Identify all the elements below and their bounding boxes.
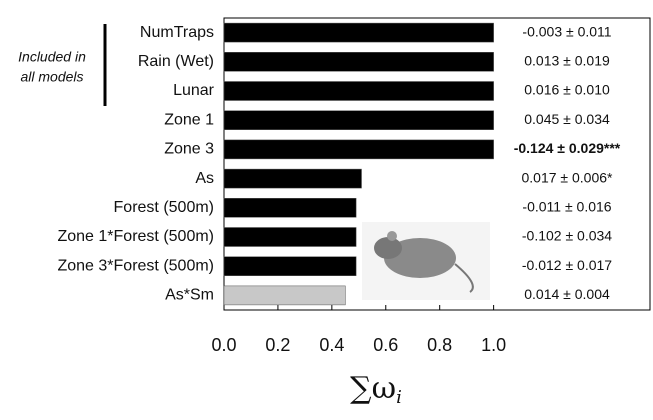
bar [223,110,494,130]
coefficient-label: 0.014 ± 0.004 [524,286,610,302]
y-tick-label: As [195,170,214,187]
coefficient-label: 0.017 ± 0.006* [522,169,614,185]
coefficient-label: -0.102 ± 0.034 [522,228,612,244]
x-tick-label: 0.8 [427,335,452,355]
x-tick-label: 0.4 [319,335,344,355]
coefficient-label: -0.011 ± 0.016 [522,199,611,215]
group-label: Included in [18,49,86,65]
animal-illustration [362,222,490,300]
y-tick-label: As*Sm [165,287,214,304]
y-tick-label: NumTraps [140,24,214,41]
coefficient-label: 0.016 ± 0.010 [524,82,610,98]
bar [223,52,494,72]
y-tick-label: Zone 1*Forest (500m) [57,228,214,245]
bar [223,81,494,101]
y-tick-label: Zone 1 [164,111,214,128]
y-tick-label: Zone 3*Forest (500m) [57,257,214,274]
bar [223,139,494,160]
coefficient-label: -0.124 ± 0.029*** [514,140,621,156]
coefficient-label: 0.045 ± 0.034 [524,111,610,127]
y-tick-label: Lunar [173,82,215,99]
group-label: all models [20,69,83,85]
bar [223,227,357,247]
x-tick-label: 0.0 [211,335,236,355]
bar [223,22,494,43]
y-tick-label: Rain (Wet) [138,53,214,70]
y-tick-label: Zone 3 [164,141,214,158]
x-tick-label: 0.6 [373,335,398,355]
coefficient-label: -0.003 ± 0.011 [522,23,611,39]
bar [223,285,346,306]
coefficient-label: -0.012 ± 0.017 [522,257,612,273]
coefficient-label: 0.013 ± 0.019 [524,53,610,69]
x-tick-label: 0.2 [265,335,290,355]
bar [223,198,357,218]
y-tick-label: Forest (500m) [114,199,214,216]
bar [223,168,362,189]
x-tick-label: 1.0 [481,335,506,355]
plot-frame [223,17,651,311]
bar [223,256,357,276]
x-axis-title: ∑ωi [350,371,402,408]
